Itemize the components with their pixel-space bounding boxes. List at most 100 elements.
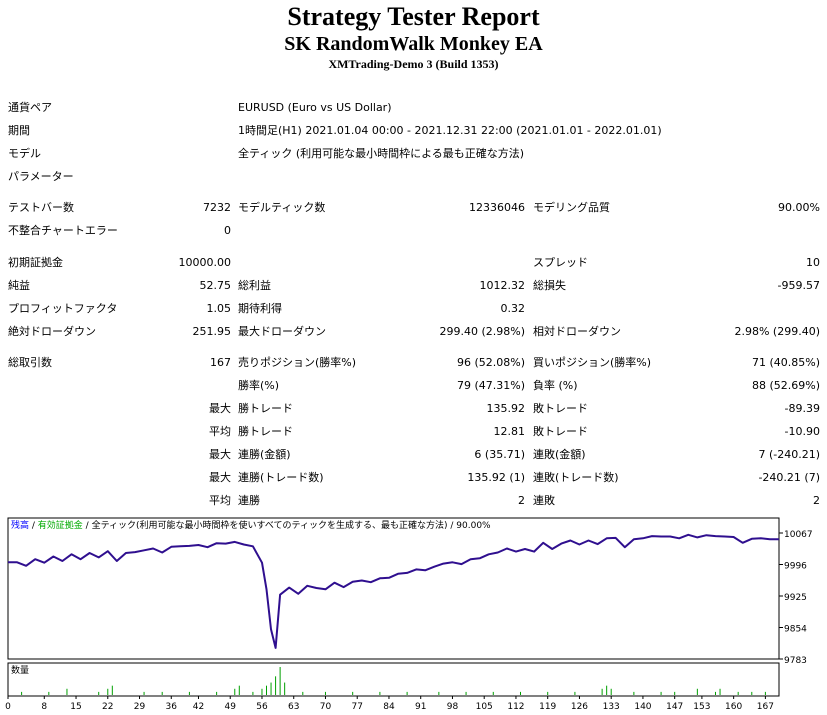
- spread-value: 10: [806, 256, 820, 269]
- long-value: 71 (40.85%): [751, 356, 820, 369]
- average-consec-word: 平均: [209, 494, 231, 507]
- x-tick-label: 8: [41, 702, 47, 712]
- lossrate-label: 負率 (%): [533, 379, 578, 392]
- x-tick-label: 15: [70, 702, 81, 712]
- abs-dd-value: 251.95: [192, 325, 232, 338]
- consec-profit-label: 連勝(トレード数): [238, 471, 324, 484]
- gross-profit-value: 1012.32: [479, 279, 526, 292]
- mismatch-value: 0: [224, 224, 231, 237]
- avg-consec-losses-label: 連敗: [533, 494, 555, 507]
- legend-entry-2: 全ティック(利用可能な最小時間枠を使いすべてのティックを生成する、最も正確な方法…: [92, 519, 448, 531]
- consec-wins-label: 連勝(金額): [238, 448, 291, 461]
- y-tick-label: 9925: [784, 593, 807, 603]
- winrate-value: 79 (47.31%): [456, 379, 525, 392]
- x-tick-label: 77: [351, 702, 362, 712]
- y-tick-label: 9783: [784, 656, 807, 666]
- ticks-label: モデルティック数: [238, 201, 326, 214]
- params-label: パラメーター: [8, 170, 74, 183]
- x-tick-label: 91: [415, 702, 426, 712]
- largest-loss-label: 敗トレード: [533, 402, 588, 415]
- largest-win-label: 勝トレード: [238, 402, 293, 415]
- max-consec-word: 最大: [209, 448, 231, 461]
- long-label: 買いポジション(勝率%): [533, 356, 652, 369]
- symbol-value: EURUSD (Euro vs US Dollar): [238, 101, 392, 114]
- consec-losses-label: 連敗(金額): [533, 448, 586, 461]
- avg-loss-value: -10.90: [784, 425, 820, 438]
- x-tick-label: 112: [507, 702, 524, 712]
- x-tick-label: 153: [693, 702, 710, 712]
- trades-label: 総取引数: [8, 356, 52, 369]
- avg-win-value: 12.81: [493, 425, 526, 438]
- consec-loss-value: -240.21 (7): [758, 471, 820, 484]
- bars-label: テストバー数: [8, 201, 74, 214]
- rel-dd-value: 2.98% (299.40): [734, 325, 820, 338]
- x-tick-label: 70: [320, 702, 332, 712]
- ea-name: SK RandomWalk Monkey EA: [284, 33, 543, 55]
- gross-loss-value: -959.57: [777, 279, 820, 292]
- model-label: モデル: [8, 147, 41, 160]
- expected-label: 期待利得: [238, 302, 282, 315]
- report-title: Strategy Tester Report: [287, 2, 540, 31]
- x-tick-label: 22: [102, 702, 113, 712]
- ticks-value: 12336046: [469, 201, 525, 214]
- consec-losses-value: 7 (-240.21): [758, 448, 820, 461]
- spread-label: スプレッド: [533, 256, 588, 269]
- quality-value: 90.00%: [778, 201, 820, 214]
- volume-plot-frame: [7, 662, 780, 697]
- x-tick-label: 105: [476, 702, 493, 712]
- x-tick-label: 140: [634, 702, 651, 712]
- x-tick-label: 49: [225, 702, 237, 712]
- legend-entry-1: 有効証拠金: [38, 519, 83, 531]
- largest-loss-value: -89.39: [784, 402, 820, 415]
- deposit-label: 初期証拠金: [8, 256, 63, 269]
- avg-win-label: 勝トレード: [238, 425, 293, 438]
- avg-consec-wins-value: 2: [518, 494, 525, 507]
- largest-win-value: 135.92: [486, 402, 526, 415]
- y-tick-label: 9996: [784, 562, 807, 572]
- x-tick-label: 98: [447, 702, 459, 712]
- x-tick-label: 160: [725, 702, 742, 712]
- symbol-label: 通貨ペア: [8, 101, 52, 114]
- net-label: 純益: [8, 279, 30, 292]
- pf-value: 1.05: [206, 302, 232, 315]
- x-tick-label: 36: [166, 702, 178, 712]
- bars-value: 7232: [203, 201, 231, 214]
- rel-dd-label: 相対ドローダウン: [533, 325, 621, 338]
- chart-legend: 残高 / 有効証拠金 / 全ティック(利用可能な最小時間枠を使いすべてのティック…: [11, 519, 491, 531]
- server-build: XMTrading-Demo 3 (Build 1353): [328, 57, 499, 71]
- pf-label: プロフィットファクタ: [8, 302, 118, 315]
- x-tick-label: 56: [256, 702, 268, 712]
- trades-value: 167: [210, 356, 231, 369]
- consec-profit-value: 135.92 (1): [467, 471, 525, 484]
- y-tick-label: 10067: [784, 530, 813, 540]
- x-tick-label: 84: [383, 702, 395, 712]
- deposit-value: 10000.00: [178, 256, 232, 269]
- balance-line: [8, 533, 779, 649]
- x-tick-label: 119: [539, 702, 556, 712]
- avg-consec-wins-label: 連勝: [238, 494, 260, 507]
- winrate-label: 勝率(%): [238, 379, 280, 392]
- x-tick-label: 42: [193, 702, 204, 712]
- model-value: 全ティック (利用可能な最小時間枠による最も正確な方法): [238, 147, 525, 160]
- short-value: 96 (52.08%): [456, 356, 525, 369]
- x-tick-label: 29: [134, 702, 146, 712]
- consec-wins-value: 6 (35.71): [474, 448, 525, 461]
- short-label: 売りポジション(勝率%): [238, 356, 357, 369]
- x-tick-label: 147: [666, 702, 683, 712]
- period-label: 期間: [8, 124, 30, 137]
- balance-chart: 残高 / 有効証拠金 / 全ティック(利用可能な最小時間枠を使いすべてのティック…: [5, 517, 813, 712]
- period-value: 1時間足(H1) 2021.01.04 00:00 - 2021.12.31 2…: [238, 124, 662, 137]
- max-dd-label: 最大ドローダウン: [238, 325, 326, 338]
- consec-loss-label: 連敗(トレード数): [533, 471, 619, 484]
- x-tick-label: 167: [757, 702, 774, 712]
- y-tick-label: 9854: [784, 625, 807, 635]
- max-consec-word-2: 最大: [209, 471, 231, 484]
- avg-loss-label: 敗トレード: [533, 425, 588, 438]
- legend-entry-3: 90.00%: [456, 521, 491, 531]
- x-tick-label: 63: [288, 702, 299, 712]
- x-tick-label: 126: [571, 702, 588, 712]
- avg-consec-losses-value: 2: [813, 494, 820, 507]
- gross-loss-label: 総損失: [533, 279, 566, 292]
- mismatch-label: 不整合チャートエラー: [8, 224, 118, 237]
- net-value: 52.75: [199, 279, 232, 292]
